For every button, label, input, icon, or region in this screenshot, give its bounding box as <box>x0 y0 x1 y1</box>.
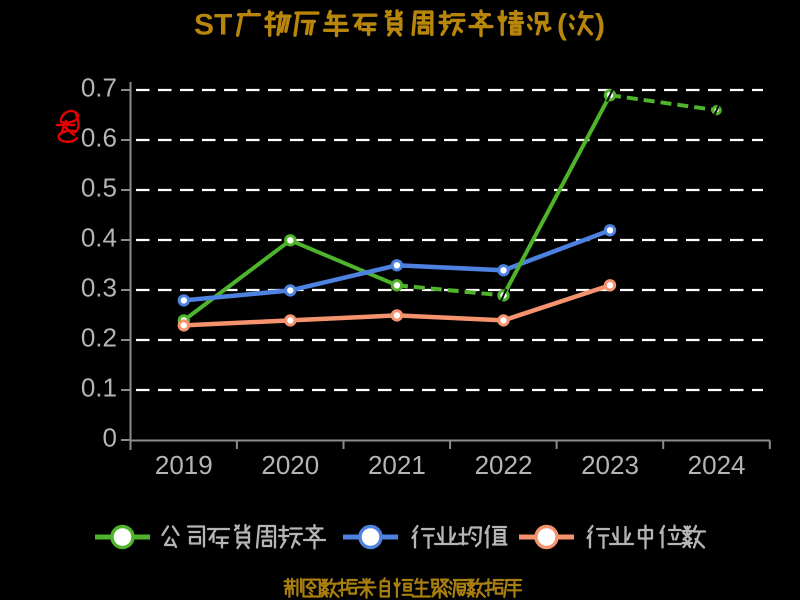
svg-text:2024: 2024 <box>688 450 746 480</box>
svg-text:0.4: 0.4 <box>81 223 117 253</box>
svg-text:(: ( <box>557 9 567 42</box>
svg-text:): ) <box>595 9 605 42</box>
svg-text:0.7: 0.7 <box>81 73 117 103</box>
svg-text:0.6: 0.6 <box>81 123 117 153</box>
svg-text:0.3: 0.3 <box>81 273 117 303</box>
svg-text:0.1: 0.1 <box>81 373 117 403</box>
svg-text:2019: 2019 <box>155 450 213 480</box>
svg-text:2023: 2023 <box>581 450 639 480</box>
svg-text:2020: 2020 <box>261 450 319 480</box>
svg-text:0.5: 0.5 <box>81 173 117 203</box>
svg-text:0.2: 0.2 <box>81 323 117 353</box>
svg-text:2022: 2022 <box>475 450 533 480</box>
svg-text:2021: 2021 <box>368 450 426 480</box>
svg-text:ST: ST <box>194 9 232 42</box>
svg-text:0: 0 <box>103 423 117 453</box>
